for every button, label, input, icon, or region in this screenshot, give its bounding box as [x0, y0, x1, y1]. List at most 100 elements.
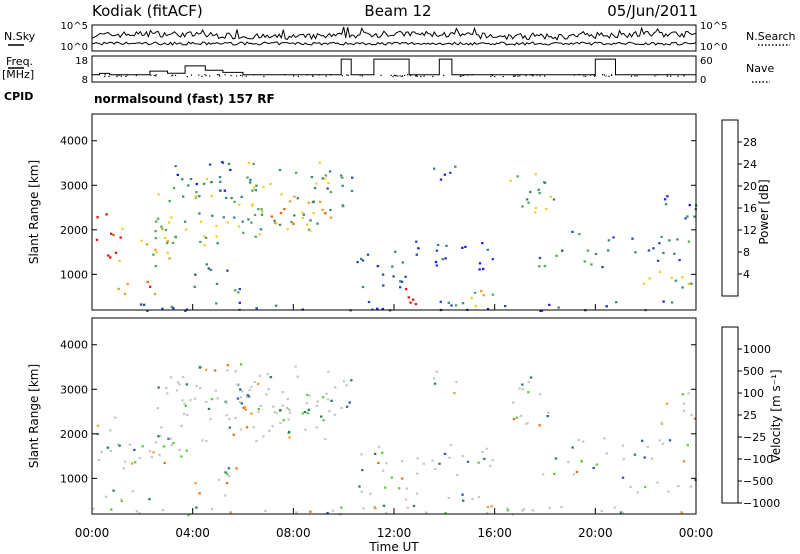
heatmap-cell [134, 461, 137, 464]
heatmap-cell [554, 457, 558, 460]
power-heatmap [95, 160, 698, 312]
heatmap-cell [240, 402, 243, 405]
nave-point [397, 75, 399, 77]
heatmap-cell [279, 211, 283, 215]
nave-point [463, 74, 465, 76]
heatmap-cell [464, 245, 467, 248]
heatmap-cell [157, 193, 160, 196]
nave-point [603, 74, 605, 76]
heatmap-cell [449, 171, 452, 174]
nave-point [394, 74, 396, 77]
heatmap-cell [461, 493, 464, 496]
heatmap-cell [491, 293, 495, 296]
heatmap-cell [154, 248, 157, 251]
nave-point [341, 75, 343, 77]
heatmap-cell [328, 410, 331, 413]
heatmap-cell [316, 400, 319, 403]
heatmap-cell [666, 195, 669, 198]
heatmap-cell [165, 386, 168, 390]
heatmap-cell [229, 168, 232, 171]
heatmap-cell [327, 370, 330, 373]
nave-tick-bottom: 0 [700, 75, 706, 86]
heatmap-cell [110, 232, 113, 235]
heatmap-cell [549, 195, 552, 198]
nave-point [155, 75, 157, 77]
heatmap-cell [341, 176, 344, 179]
heatmap-cell [477, 461, 480, 464]
nave-point [263, 75, 265, 78]
nave-point [594, 74, 596, 76]
heatmap-cell [643, 456, 646, 459]
heatmap-cell [288, 200, 292, 203]
heatmap-cell [201, 439, 204, 442]
heatmap-cell [281, 404, 284, 407]
heatmap-cell [146, 309, 149, 312]
colorbar-tick-label: 20 [743, 180, 757, 193]
heatmap-cell [340, 506, 343, 509]
heatmap-cell [218, 176, 222, 179]
heatmap-cell [478, 262, 482, 265]
nave-point [416, 75, 418, 77]
heatmap-cell [560, 506, 563, 509]
heatmap-cell [246, 394, 249, 397]
heatmap-cell [516, 175, 519, 178]
nave-point [636, 75, 638, 77]
heatmap-cell [215, 235, 218, 238]
heatmap-cell [447, 301, 451, 304]
heatmap-cell [282, 419, 285, 422]
nave-point [108, 75, 110, 77]
nave-point [420, 75, 422, 78]
heatmap-cell [486, 511, 489, 514]
heatmap-cell [226, 473, 229, 476]
heatmap-cell [207, 407, 211, 410]
nave-series [104, 74, 685, 78]
heatmap-cell [131, 490, 134, 493]
heatmap-cell [399, 280, 402, 283]
heatmap-cell [288, 408, 291, 412]
heatmap-cell [184, 309, 187, 312]
heatmap-cell [172, 442, 175, 445]
x-tick-label: 00:00 [679, 526, 714, 540]
heatmap-cell [235, 467, 238, 470]
nave-point [656, 74, 658, 76]
heatmap-cell [482, 267, 485, 271]
nave-point [312, 75, 314, 77]
heatmap-cell [539, 309, 542, 312]
heatmap-cell [450, 304, 453, 307]
heatmap-cell [415, 240, 418, 243]
heatmap-cell [454, 304, 458, 307]
velocity-heatmap [92, 363, 697, 517]
heatmap-cell [601, 266, 604, 269]
heatmap-cell [198, 212, 201, 215]
heatmap-cell [377, 445, 381, 448]
heatmap-cell [131, 462, 134, 465]
heatmap-cell [258, 233, 261, 236]
heatmap-cell [273, 221, 277, 224]
heatmap-cell [225, 401, 228, 404]
heatmap-cell [107, 254, 110, 257]
heatmap-cell [301, 211, 304, 214]
freq-panel-frame [91, 55, 697, 83]
heatmap-cell [543, 264, 547, 268]
power-y-axis: 1000 2000 3000 4000 [60, 135, 696, 281]
heatmap-cell [622, 458, 626, 461]
heatmap-cell [230, 197, 233, 200]
heatmap-cell [154, 441, 158, 444]
heatmap-cell [674, 279, 677, 282]
nsky-series [91, 26, 697, 41]
heatmap-cell [161, 509, 165, 512]
heatmap-cell [265, 393, 268, 396]
nave-point [517, 75, 519, 77]
heatmap-cell [433, 382, 437, 385]
heatmap-cell [381, 451, 384, 454]
heatmap-cell [385, 512, 388, 515]
heatmap-cell [448, 456, 451, 459]
heatmap-cell [184, 404, 187, 407]
nave-point [423, 75, 425, 77]
heatmap-cell [307, 201, 311, 204]
heatmap-cell [223, 189, 227, 192]
nave-point [306, 74, 308, 76]
heatmap-cell [662, 251, 665, 255]
heatmap-cell [311, 201, 315, 204]
heatmap-cell [633, 453, 637, 456]
